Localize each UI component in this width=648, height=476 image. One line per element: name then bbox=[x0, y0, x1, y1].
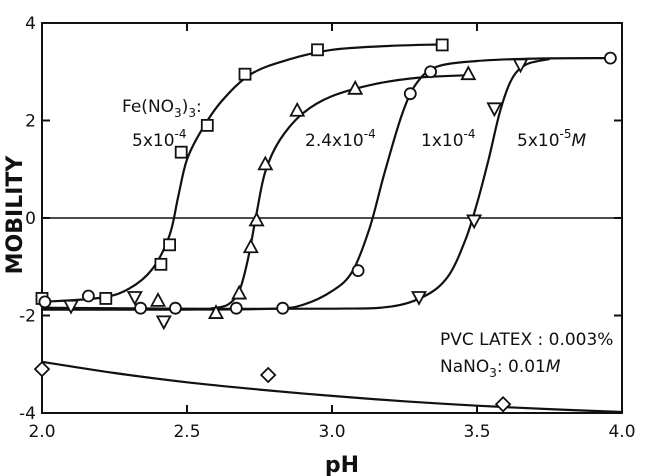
x-tick-label: 3.5 bbox=[463, 422, 490, 442]
triangle-down-marker bbox=[466, 214, 483, 230]
y-axis-title: MOBILITY bbox=[3, 155, 28, 275]
circle-marker bbox=[229, 301, 243, 315]
axes: 2.0 2.5 3.0 3.5 4.0 -4 -2 0 2 4 bbox=[19, 14, 635, 442]
square-marker bbox=[311, 43, 324, 57]
series-curve-1 bbox=[209, 74, 469, 310]
data-points bbox=[33, 38, 617, 413]
y-tick-label: 2 bbox=[25, 112, 36, 132]
triangle-marker bbox=[347, 79, 364, 95]
triangle-marker bbox=[289, 101, 306, 117]
triangle-down-marker bbox=[126, 291, 143, 306]
x-tick-label: 2.5 bbox=[173, 422, 200, 442]
square-marker bbox=[200, 118, 214, 132]
condition-latex: PVC LATEX : 0.003% bbox=[440, 330, 613, 350]
x-axis-title: pH bbox=[325, 453, 359, 476]
x-tick-label: 3.0 bbox=[318, 422, 345, 442]
y-tick-label: -2 bbox=[19, 307, 36, 327]
diamond-marker bbox=[494, 395, 512, 413]
circle-marker bbox=[276, 301, 290, 315]
fit-curves bbox=[41, 43, 623, 414]
series-curve-4 bbox=[41, 360, 623, 414]
circle-marker bbox=[82, 289, 95, 303]
circle-marker bbox=[424, 65, 438, 79]
y-tick-label: -4 bbox=[19, 404, 36, 424]
square-marker bbox=[163, 238, 177, 252]
x-tick-label: 2.0 bbox=[28, 422, 55, 442]
triangle-down-marker bbox=[512, 58, 529, 74]
square-marker bbox=[154, 257, 168, 271]
series-curve-0 bbox=[41, 43, 443, 303]
triangle-marker bbox=[231, 284, 248, 300]
diamond-marker bbox=[33, 360, 51, 378]
condition-nano3: NaNO3: 0.01M bbox=[440, 357, 561, 380]
circle-marker bbox=[403, 87, 417, 101]
triangle-down-marker bbox=[410, 291, 428, 306]
circle-marker bbox=[38, 295, 52, 309]
y-tick-label: 0 bbox=[25, 209, 36, 229]
square-marker bbox=[174, 145, 188, 159]
triangle-marker bbox=[248, 211, 265, 227]
fe-nitrate-label: Fe(NO3)3: bbox=[122, 97, 202, 120]
triangle-marker bbox=[460, 65, 477, 81]
series-curve-2 bbox=[41, 57, 611, 311]
diamond-marker bbox=[259, 366, 277, 384]
triangle-marker bbox=[257, 155, 274, 171]
y-tick-label: 4 bbox=[25, 14, 36, 34]
circle-marker bbox=[134, 301, 148, 315]
triangle-down-marker bbox=[486, 102, 503, 118]
series-curve-3 bbox=[41, 58, 550, 310]
x-tick-label: 4.0 bbox=[608, 422, 635, 442]
square-marker bbox=[435, 38, 449, 52]
circle-marker bbox=[604, 51, 617, 65]
conc-label-2.4e-4: 2.4x10-4 bbox=[305, 127, 376, 151]
circle-marker bbox=[168, 301, 182, 315]
circle-marker bbox=[351, 264, 365, 278]
triangle-marker bbox=[149, 291, 167, 307]
square-marker bbox=[99, 292, 113, 305]
conc-label-1e-4: 1x10-4 bbox=[421, 127, 475, 151]
conc-label-5e-5: 5x10-5M bbox=[517, 127, 586, 151]
triangle-marker bbox=[242, 238, 259, 254]
square-marker bbox=[238, 67, 252, 81]
triangle-down-marker bbox=[62, 299, 80, 315]
triangle-down-marker bbox=[155, 315, 172, 331]
triangle-marker bbox=[207, 304, 225, 319]
